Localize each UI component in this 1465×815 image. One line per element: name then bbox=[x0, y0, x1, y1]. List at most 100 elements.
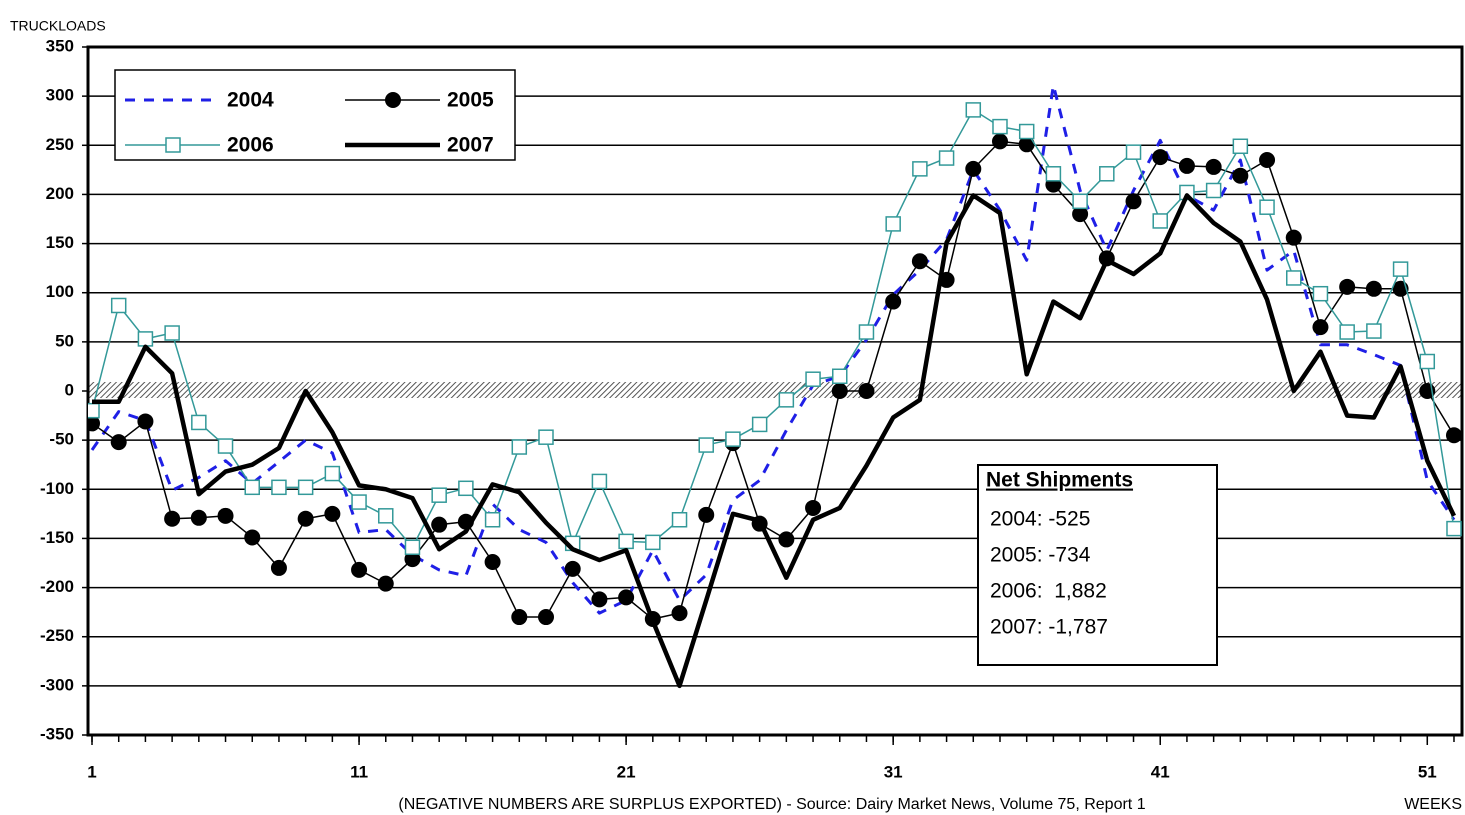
series-marker bbox=[1072, 193, 1088, 210]
series-line bbox=[91, 140, 1455, 620]
series-marker bbox=[911, 253, 928, 270]
series-marker bbox=[1339, 278, 1356, 295]
series-marker bbox=[1366, 323, 1382, 339]
y-tick-label: 350 bbox=[46, 36, 74, 55]
series-marker bbox=[778, 392, 795, 408]
legend-label: 2004 bbox=[227, 89, 274, 112]
zero-line bbox=[88, 382, 1462, 398]
y-tick-label: 150 bbox=[46, 233, 74, 252]
series-marker bbox=[831, 383, 848, 399]
y-tick-label: -350 bbox=[40, 724, 74, 743]
series-marker bbox=[1099, 166, 1115, 182]
series-marker bbox=[992, 118, 1008, 135]
annotation-line: 2005: -734 bbox=[990, 544, 1091, 567]
series-marker bbox=[885, 293, 902, 310]
series-marker bbox=[1045, 166, 1062, 182]
series-marker bbox=[538, 609, 554, 626]
series-marker bbox=[991, 133, 1008, 150]
series-marker bbox=[698, 437, 714, 453]
series-marker bbox=[324, 465, 341, 482]
series-marker bbox=[1232, 138, 1249, 155]
series-marker bbox=[1152, 149, 1169, 166]
series-marker bbox=[404, 539, 421, 556]
series-marker bbox=[324, 505, 341, 522]
x-tick-label: 1 bbox=[87, 762, 96, 781]
series-marker bbox=[1205, 158, 1222, 175]
y-tick-label: 300 bbox=[46, 86, 74, 105]
y-tick-label: -50 bbox=[49, 430, 74, 449]
grid: -350 -300 -250 -200 -150 -100 -50 0 50 100 150 200 2… bbox=[40, 36, 1464, 781]
series-marker bbox=[885, 216, 901, 232]
series-marker bbox=[1445, 427, 1462, 444]
series-marker bbox=[778, 531, 795, 548]
series-marker bbox=[1286, 270, 1302, 286]
series-marker bbox=[1125, 193, 1142, 210]
series-marker bbox=[671, 512, 688, 528]
series-line bbox=[92, 193, 1457, 689]
series-marker bbox=[431, 516, 448, 533]
series-marker bbox=[458, 480, 474, 497]
series-marker bbox=[164, 510, 181, 527]
series-marker bbox=[938, 150, 955, 166]
y-tick-label: 50 bbox=[55, 331, 74, 350]
legend-label: 2007 bbox=[447, 134, 494, 157]
series-marker bbox=[538, 429, 554, 445]
x-tick-label: 21 bbox=[617, 762, 636, 781]
series-marker bbox=[832, 368, 848, 385]
annotation-line: 2006: 1,882 bbox=[990, 580, 1107, 603]
series-marker bbox=[1312, 285, 1329, 302]
series-marker bbox=[805, 371, 821, 387]
y-tick-label: 200 bbox=[46, 184, 74, 203]
series-marker bbox=[671, 605, 688, 622]
series-marker bbox=[1419, 353, 1436, 370]
series-marker bbox=[377, 575, 394, 592]
series-marker bbox=[431, 487, 447, 503]
series-marker bbox=[511, 609, 528, 626]
x-tick-label: 51 bbox=[1418, 762, 1437, 781]
series-marker bbox=[1339, 324, 1355, 340]
series-marker bbox=[217, 438, 234, 454]
y-tick-label: -300 bbox=[40, 675, 74, 694]
series-marker bbox=[1232, 167, 1249, 184]
y-tick-label: -200 bbox=[40, 577, 74, 596]
annotation-title: Net Shipments bbox=[986, 469, 1133, 492]
series-marker bbox=[591, 473, 608, 490]
y-tick-label: 250 bbox=[46, 135, 74, 154]
annotation-line: 2004: -525 bbox=[990, 508, 1090, 531]
series-marker bbox=[244, 479, 260, 496]
series-marker bbox=[1285, 229, 1302, 246]
series-marker bbox=[484, 554, 501, 571]
x-tick-label: 31 bbox=[884, 762, 903, 781]
series-marker bbox=[912, 161, 928, 177]
series-marker bbox=[751, 416, 768, 433]
series-marker bbox=[858, 324, 875, 340]
series-marker bbox=[271, 479, 287, 496]
series-marker bbox=[190, 509, 207, 526]
series-marker bbox=[725, 431, 741, 447]
series-marker bbox=[137, 331, 154, 347]
series-marker bbox=[110, 297, 127, 314]
y-tick-label: -150 bbox=[40, 528, 74, 547]
legend-marker bbox=[165, 137, 181, 153]
series-marker bbox=[1178, 157, 1195, 174]
y-tick-label: 0 bbox=[65, 380, 74, 399]
series-marker bbox=[1205, 182, 1222, 199]
series-line bbox=[90, 83, 1456, 615]
series-marker bbox=[1392, 261, 1409, 277]
series-marker bbox=[351, 494, 367, 510]
series-marker bbox=[404, 551, 421, 568]
series-marker bbox=[110, 434, 127, 451]
series-marker bbox=[1259, 199, 1275, 215]
y-axis-label: TRUCKLOADS bbox=[10, 18, 106, 34]
series-marker bbox=[511, 439, 528, 455]
plot-frame bbox=[86, 45, 1464, 737]
series-marker bbox=[1018, 136, 1035, 153]
footnote: (NEGATIVE NUMBERS ARE SURPLUS EXPORTED) … bbox=[398, 796, 1145, 813]
series-marker bbox=[645, 534, 661, 551]
series-marker bbox=[351, 561, 368, 578]
series-marker bbox=[378, 508, 394, 524]
series-marker bbox=[591, 591, 608, 608]
y-tick-label: 100 bbox=[46, 282, 74, 301]
legend-label: 2005 bbox=[447, 89, 494, 112]
